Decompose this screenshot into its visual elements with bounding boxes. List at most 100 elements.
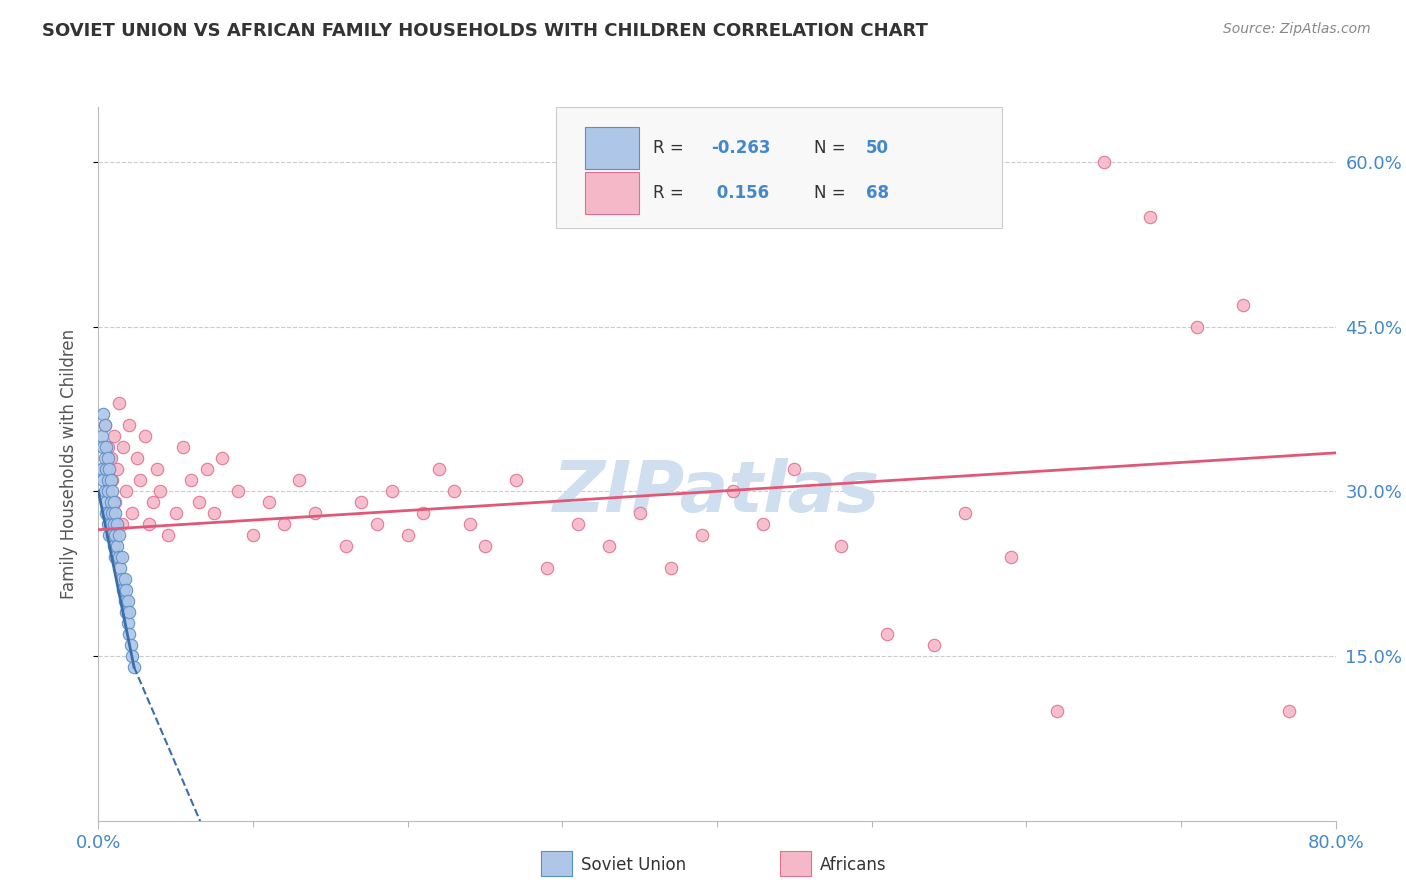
Point [96, 506, 118, 520]
Point [111, 550, 134, 565]
Text: Africans: Africans [820, 856, 886, 874]
Point [188, 495, 211, 509]
Point [118, 605, 141, 619]
Point [288, 473, 311, 487]
Point [180, 473, 202, 487]
Point [98, 528, 121, 542]
Point [105, 539, 128, 553]
Point [752, 517, 775, 532]
Point [90, 462, 112, 476]
Point [257, 495, 280, 509]
Point [96, 462, 118, 476]
Text: Source: ZipAtlas.com: Source: ZipAtlas.com [1223, 22, 1371, 37]
Point [659, 561, 682, 575]
Point [115, 484, 138, 499]
Point [505, 473, 527, 487]
Point [474, 539, 496, 553]
Point [91, 473, 114, 487]
Point [443, 484, 465, 499]
Point [91, 408, 114, 422]
Point [165, 506, 187, 520]
Point [91, 441, 114, 455]
Point [111, 517, 134, 532]
Point [157, 528, 180, 542]
Text: 50: 50 [866, 139, 889, 157]
Point [117, 594, 139, 608]
Point [458, 517, 481, 532]
Point [783, 462, 806, 476]
Point [830, 539, 852, 553]
Point [101, 484, 124, 499]
Point [96, 441, 118, 455]
Point [134, 429, 156, 443]
Point [100, 473, 122, 487]
Text: -0.263: -0.263 [711, 139, 770, 157]
Point [97, 473, 120, 487]
Point [93, 451, 115, 466]
Point [118, 627, 141, 641]
Point [690, 528, 713, 542]
Point [304, 506, 326, 520]
Point [100, 517, 122, 532]
Text: R =: R = [652, 139, 689, 157]
Point [107, 396, 129, 410]
Point [97, 484, 120, 499]
Point [121, 506, 143, 520]
Point [1232, 298, 1254, 312]
Point [129, 473, 152, 487]
Point [112, 583, 135, 598]
Point [103, 429, 125, 443]
Point [412, 506, 434, 520]
Point [103, 495, 125, 509]
Point [105, 517, 128, 532]
Point [567, 517, 589, 532]
Text: R =: R = [652, 184, 689, 202]
Point [142, 495, 165, 509]
Point [100, 495, 122, 509]
Point [195, 462, 218, 476]
FancyBboxPatch shape [585, 127, 640, 169]
Point [953, 506, 976, 520]
Point [101, 506, 124, 520]
Point [97, 441, 120, 455]
Point [115, 605, 138, 619]
Text: N =: N = [814, 139, 851, 157]
Point [103, 539, 125, 553]
Point [104, 495, 127, 509]
FancyBboxPatch shape [585, 172, 640, 214]
Point [146, 462, 169, 476]
Point [122, 660, 145, 674]
Point [1278, 704, 1301, 718]
Point [111, 572, 134, 586]
Point [105, 462, 128, 476]
Point [1092, 155, 1115, 169]
Point [366, 517, 388, 532]
Point [104, 528, 127, 542]
Point [90, 429, 112, 443]
Point [335, 539, 357, 553]
Point [97, 451, 120, 466]
Point [100, 451, 122, 466]
Point [922, 638, 945, 652]
Point [101, 528, 124, 542]
Point [107, 528, 129, 542]
Point [1139, 210, 1161, 224]
Point [91, 462, 114, 476]
Point [1185, 319, 1208, 334]
Text: ZIPatlas: ZIPatlas [554, 458, 880, 527]
Point [93, 418, 115, 433]
Point [93, 418, 115, 433]
Point [536, 561, 558, 575]
Point [226, 484, 249, 499]
Point [396, 528, 419, 542]
Point [598, 539, 620, 553]
Point [101, 473, 124, 487]
Text: 0.156: 0.156 [711, 184, 769, 202]
Point [104, 550, 127, 565]
Point [1046, 704, 1069, 718]
Text: 68: 68 [866, 184, 889, 202]
Point [381, 484, 404, 499]
Point [96, 484, 118, 499]
Point [127, 451, 149, 466]
Point [876, 627, 898, 641]
